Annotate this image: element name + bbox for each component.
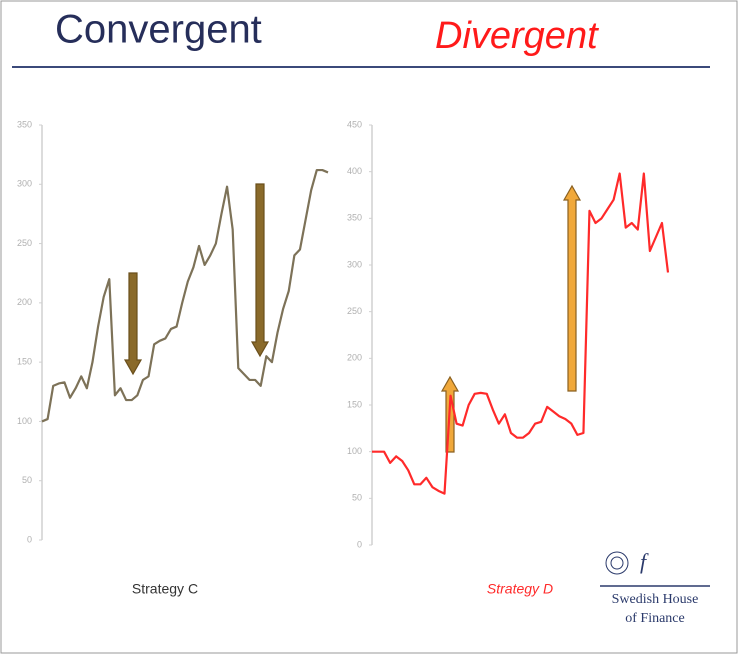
y-tick-label: 100 [17, 416, 32, 426]
y-tick-label: 250 [17, 238, 32, 248]
data-line [372, 172, 670, 495]
y-tick-label: 400 [347, 166, 362, 176]
y-tick-label: 0 [27, 534, 32, 544]
y-tick-label: 200 [347, 353, 362, 363]
y-tick-label: 200 [17, 297, 32, 307]
data-line [41, 168, 329, 423]
arrow [250, 183, 270, 358]
x-axis-label: Strategy C [132, 581, 198, 597]
logo-text: Swedish House [612, 592, 699, 607]
arrow [562, 184, 582, 392]
y-tick-label: 450 [347, 119, 362, 129]
y-tick-label: 0 [357, 539, 362, 549]
y-tick-label: 150 [347, 399, 362, 409]
y-tick-label: 150 [17, 357, 32, 367]
y-tick-label: 250 [347, 306, 362, 316]
logo-emblem [610, 556, 624, 570]
logo-f: f [640, 549, 649, 574]
x-axis-label: Strategy D [487, 581, 553, 597]
logo-emblem [605, 551, 629, 575]
logo: f Swedish House of Finance [600, 549, 710, 626]
y-tick-label: 50 [352, 493, 362, 503]
title-right: Divergent [435, 15, 599, 57]
y-tick-label: 100 [347, 446, 362, 456]
y-tick-label: 300 [17, 179, 32, 189]
logo-text: of Finance [625, 611, 684, 626]
title-left: Convergent [55, 8, 262, 52]
y-tick-label: 50 [22, 475, 32, 485]
y-tick-label: 350 [17, 119, 32, 129]
arrows [123, 183, 582, 453]
arrow [123, 272, 143, 376]
y-tick-label: 300 [347, 259, 362, 269]
y-tick-label: 350 [347, 213, 362, 223]
